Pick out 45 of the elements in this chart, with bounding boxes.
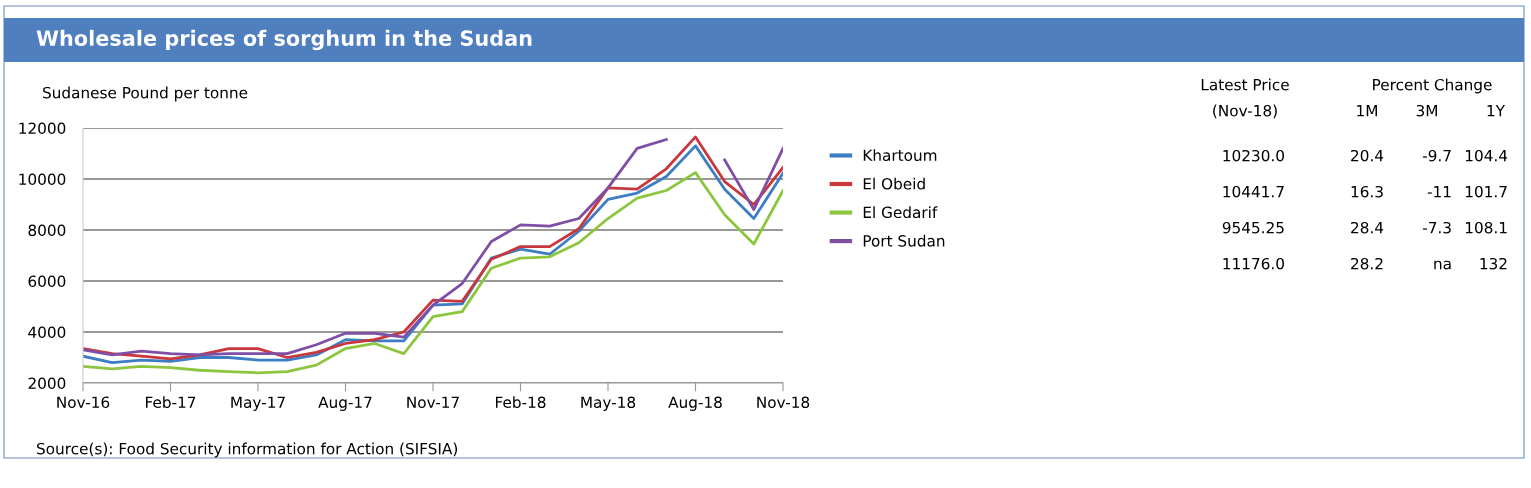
text: na — [1434, 260, 1451, 270]
y-tick-label: 10000 — [19, 173, 66, 186]
text: 101.7 — [1465, 185, 1507, 198]
legend-label: Khartoum — [863, 149, 937, 162]
text: -11 — [1427, 186, 1451, 198]
x-tick-label: Nov-18 — [757, 396, 810, 409]
source-note: Source(s): Food Security information for Action (SIFSIA) — [37, 442, 458, 458]
x-tick-label: May-18 — [581, 396, 636, 411]
x-tick-label: Feb-17 — [146, 396, 196, 409]
text: 16.3 — [1351, 185, 1383, 198]
y-tick-label: 4000 — [28, 326, 66, 339]
text: 1M — [1357, 105, 1377, 117]
x-tick-label: Aug-18 — [668, 396, 722, 411]
y-tick-label: 6000 — [28, 275, 66, 288]
text: -7.3 — [1422, 221, 1451, 234]
text: 132 — [1480, 257, 1507, 270]
y-tick-label: 8000 — [28, 224, 66, 237]
y-tick-label: 12000 — [19, 122, 66, 135]
x-tick-label: May-17 — [231, 396, 285, 411]
text: 10441.7 — [1223, 185, 1284, 198]
legend-label: Port Sudan — [863, 234, 945, 247]
line-series — [83, 171, 783, 375]
text: 1Y — [1487, 105, 1506, 117]
text: 3M — [1416, 104, 1437, 117]
text: 20.4 — [1351, 149, 1384, 162]
x-tick-label: Nov-17 — [407, 396, 459, 409]
chart-title: Wholesale prices of sorghum in the Sudan — [36, 29, 532, 51]
text: Latest Price — [1201, 78, 1289, 91]
y-tick-label: 2000 — [28, 377, 66, 390]
y-axis-title: Sudanese Pound per tonne — [43, 86, 248, 102]
text: 28.4 — [1351, 221, 1384, 234]
text: 10230.0 — [1223, 149, 1284, 162]
text: 108.1 — [1465, 221, 1507, 234]
x-tick-label: Aug-17 — [318, 396, 372, 411]
x-tick-label: Nov-16 — [57, 396, 110, 409]
x-tick-label: Feb-18 — [496, 396, 546, 409]
text: Percent Change — [1373, 78, 1492, 94]
legend-label: El Obeid — [863, 177, 925, 190]
text: 9545.25 — [1222, 221, 1284, 234]
text: -9.7 — [1422, 149, 1451, 162]
text: 11176.0 — [1223, 257, 1284, 270]
text: (Nov-18) — [1213, 104, 1277, 119]
text: 28.2 — [1351, 257, 1383, 270]
text: 104.4 — [1465, 149, 1508, 162]
legend-label: El Gedarif — [863, 206, 938, 219]
